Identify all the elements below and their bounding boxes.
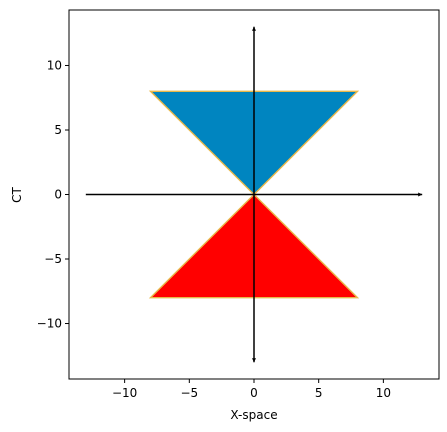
ct-axis-line-down-head [252, 358, 256, 363]
y-axis-label: CT [10, 186, 24, 202]
ct-axis-arrow-up-head [252, 26, 256, 31]
x-tick-label: −10 [112, 386, 137, 400]
x-tick-label: 10 [376, 386, 391, 400]
x-tick-label: 5 [315, 386, 323, 400]
x-tick-label: 0 [250, 386, 258, 400]
y-ticks: −10 −5 0 5 10 [37, 58, 69, 331]
x-tick-label: −5 [180, 386, 198, 400]
y-tick-label: −10 [37, 317, 62, 331]
x-axis-arrow-head [418, 192, 423, 197]
y-tick-label: 5 [54, 123, 62, 137]
ct-axis-line-down [252, 194, 256, 363]
y-tick-label: 10 [47, 58, 62, 72]
ct-axis-arrow-up [252, 26, 256, 195]
y-tick-label: −5 [44, 252, 62, 266]
x-ticks: −10 −5 0 5 10 [112, 379, 391, 400]
y-tick-label: 0 [54, 188, 62, 202]
plot-content [85, 26, 423, 363]
x-axis-label: X-space [230, 408, 277, 422]
